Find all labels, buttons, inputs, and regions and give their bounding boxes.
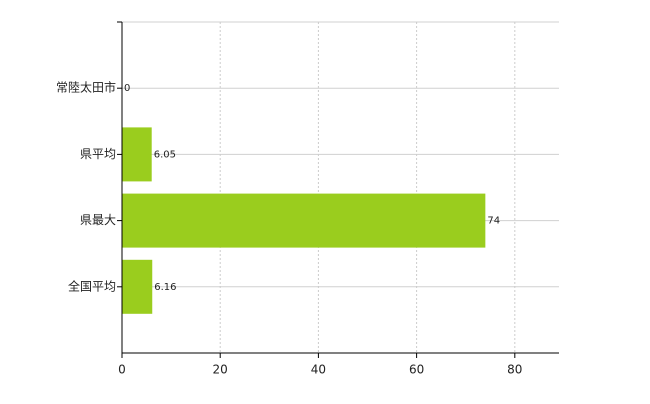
value-label: 74 (487, 216, 500, 227)
value-label: 0 (124, 83, 130, 94)
x-tick-label: 60 (409, 363, 424, 377)
bar (122, 127, 152, 182)
y-tick-label: 県平均 (80, 147, 116, 161)
y-tick-label: 県最大 (80, 213, 116, 227)
bar (122, 259, 153, 314)
bar (122, 193, 486, 248)
x-tick-label: 0 (118, 363, 126, 377)
y-tick-label: 常陸太田市 (56, 80, 116, 95)
value-label: 6.16 (154, 282, 176, 293)
x-tick-label: 40 (311, 363, 326, 377)
x-tick-label: 20 (213, 363, 228, 377)
x-tick-label: 80 (507, 363, 522, 377)
y-tick-label: 全国平均 (68, 278, 116, 293)
value-label: 6.05 (154, 149, 176, 160)
